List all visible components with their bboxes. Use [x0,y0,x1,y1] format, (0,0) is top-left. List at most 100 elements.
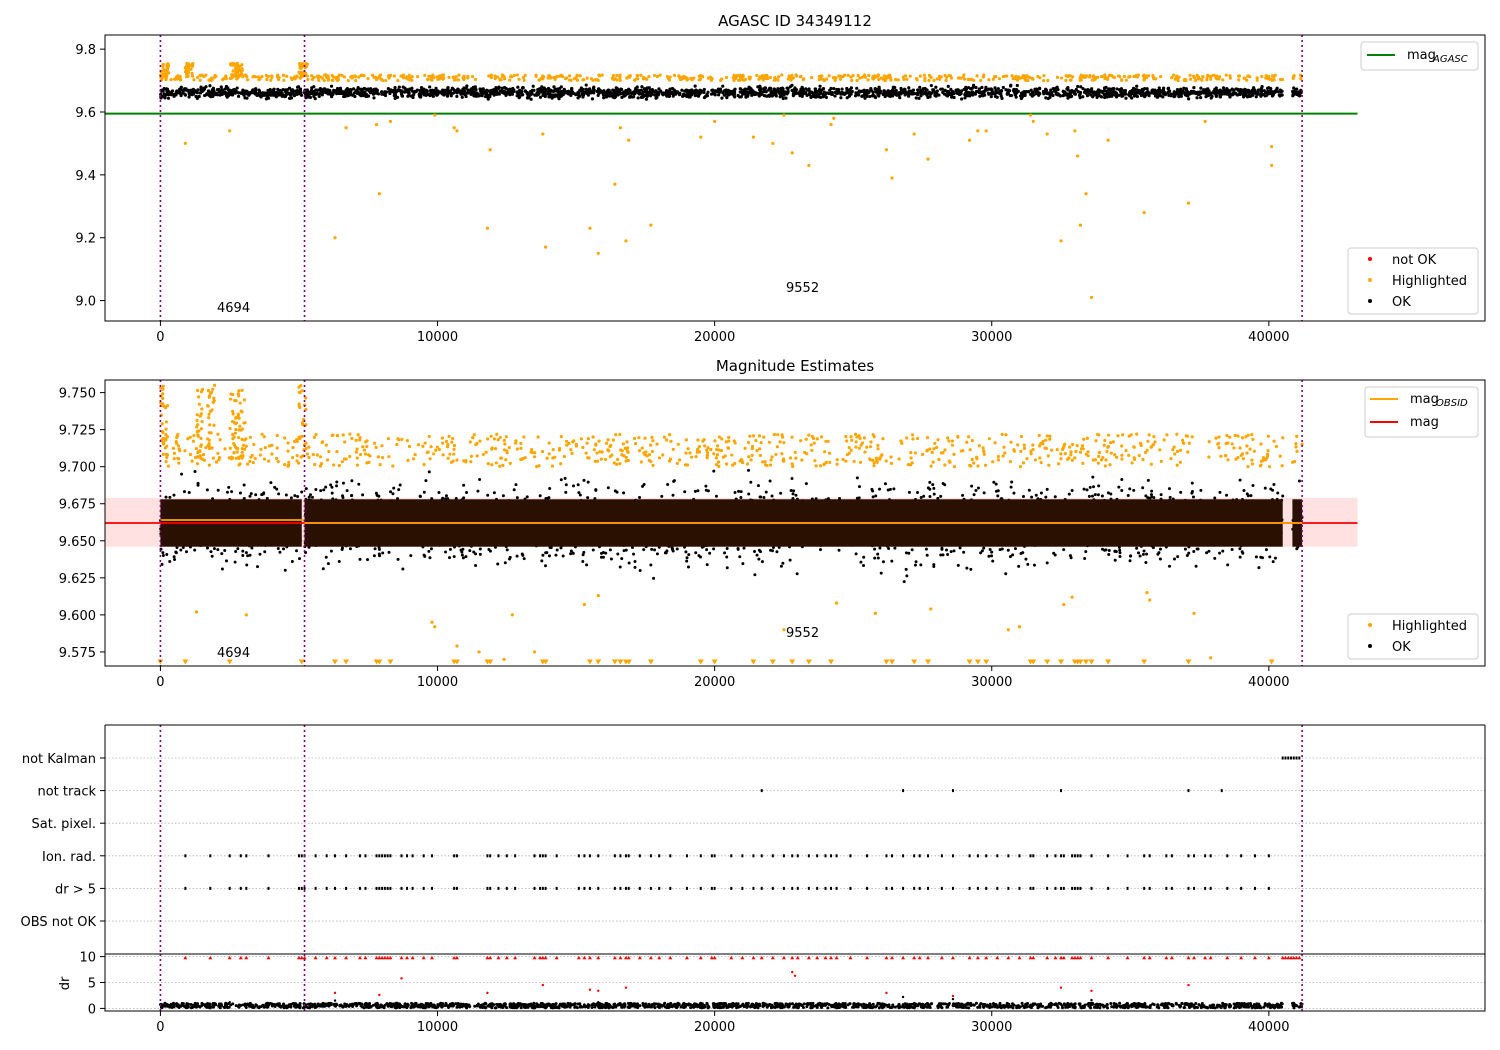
ok-point [184,550,188,554]
ok-point [673,89,677,93]
ok-point [561,554,565,558]
ok-point [492,491,496,495]
ok-point [1113,549,1117,553]
ok-point [432,91,437,96]
ok-point [529,90,534,94]
ok-point [1104,548,1108,552]
highlighted-point [1224,73,1228,77]
highlighted-point [1175,74,1179,78]
highlighted-point [337,73,342,77]
highlighted-outlier [884,148,889,152]
highlighted-point [228,76,232,81]
ok-point [224,84,229,89]
highlighted-point [881,77,886,81]
highlighted-point [276,73,280,77]
ok-point [481,88,485,93]
highlighted-point [248,459,252,463]
ok-point [494,85,498,90]
highlighted-point [456,78,460,82]
ok-point [246,90,250,94]
ok-point [1244,91,1248,95]
highlighted-point [678,77,683,82]
highlighted-point [438,77,442,81]
ok-point [1265,86,1270,90]
ok-point [372,87,376,92]
ok-point [678,91,682,95]
highlighted-point [553,75,558,79]
ok-point [753,92,757,97]
ok-point [837,548,841,552]
highlighted-point [761,78,765,82]
highlighted-point [310,74,314,78]
ok-point [1009,485,1013,489]
ok-point [510,92,514,96]
ok-point [786,90,790,94]
ok-point [1199,86,1203,90]
ok-point [1065,87,1069,91]
ok-point [378,554,382,558]
ok-point [263,550,267,554]
ok-point [802,88,806,93]
highlighted-point [317,78,321,82]
ok-point [922,494,926,498]
highlighted-outlier [782,113,786,117]
ok-point [1000,547,1004,551]
legend-swatch-point [1368,299,1372,303]
highlighted-point [639,73,643,77]
ok-point [840,87,844,91]
highlighted-point [253,456,257,461]
highlighted-point [1196,75,1200,79]
highlighted-outlier [790,151,794,155]
highlighted-point [473,77,478,82]
ok-point [489,92,493,96]
highlighted-point [597,73,601,77]
ok-point [1085,488,1089,492]
ok-point [456,87,460,91]
highlighted-point [377,74,382,78]
ok-point [602,96,606,100]
highlighted-point [192,434,196,438]
ok-point [949,95,954,99]
ok-point [748,90,753,94]
highlighted-point [349,75,353,79]
ok-point [310,91,314,95]
ok-point [632,552,636,556]
ok-point [924,88,928,92]
highlighted-point [196,75,200,80]
highlighted-point [267,444,272,448]
ok-point [168,495,172,499]
highlighted-point [396,78,400,83]
highlighted-point [161,65,165,69]
ok-point [932,486,936,490]
highlighted-point [240,63,244,67]
highlighted-outlier [613,182,617,186]
highlighted-point [342,75,346,79]
ok-point [1046,91,1051,95]
ok-point [1168,495,1172,499]
highlighted-point [613,76,617,81]
ok-point [977,87,981,91]
ok-point [296,85,300,89]
highlighted-point [794,74,799,78]
ok-point [1045,487,1049,491]
ok-point [1004,572,1008,576]
ok-point [870,94,875,98]
ok-point [1179,91,1183,96]
highlighted-point [183,449,187,453]
ok-point [738,555,742,559]
ok-point [196,481,200,485]
ok-point [525,495,529,499]
highlighted-outlier [374,122,379,127]
ok-point [281,87,285,92]
ok-point [845,96,849,100]
highlighted-point [366,77,370,81]
ok-point [324,485,328,489]
ok-point [639,95,643,99]
highlighted-point [1154,77,1158,81]
ok-point [205,546,209,550]
ok-point [860,89,864,93]
highlighted-point [295,459,299,463]
ok-point [393,88,397,92]
ok-point [967,90,971,95]
ok-point [996,494,1000,498]
